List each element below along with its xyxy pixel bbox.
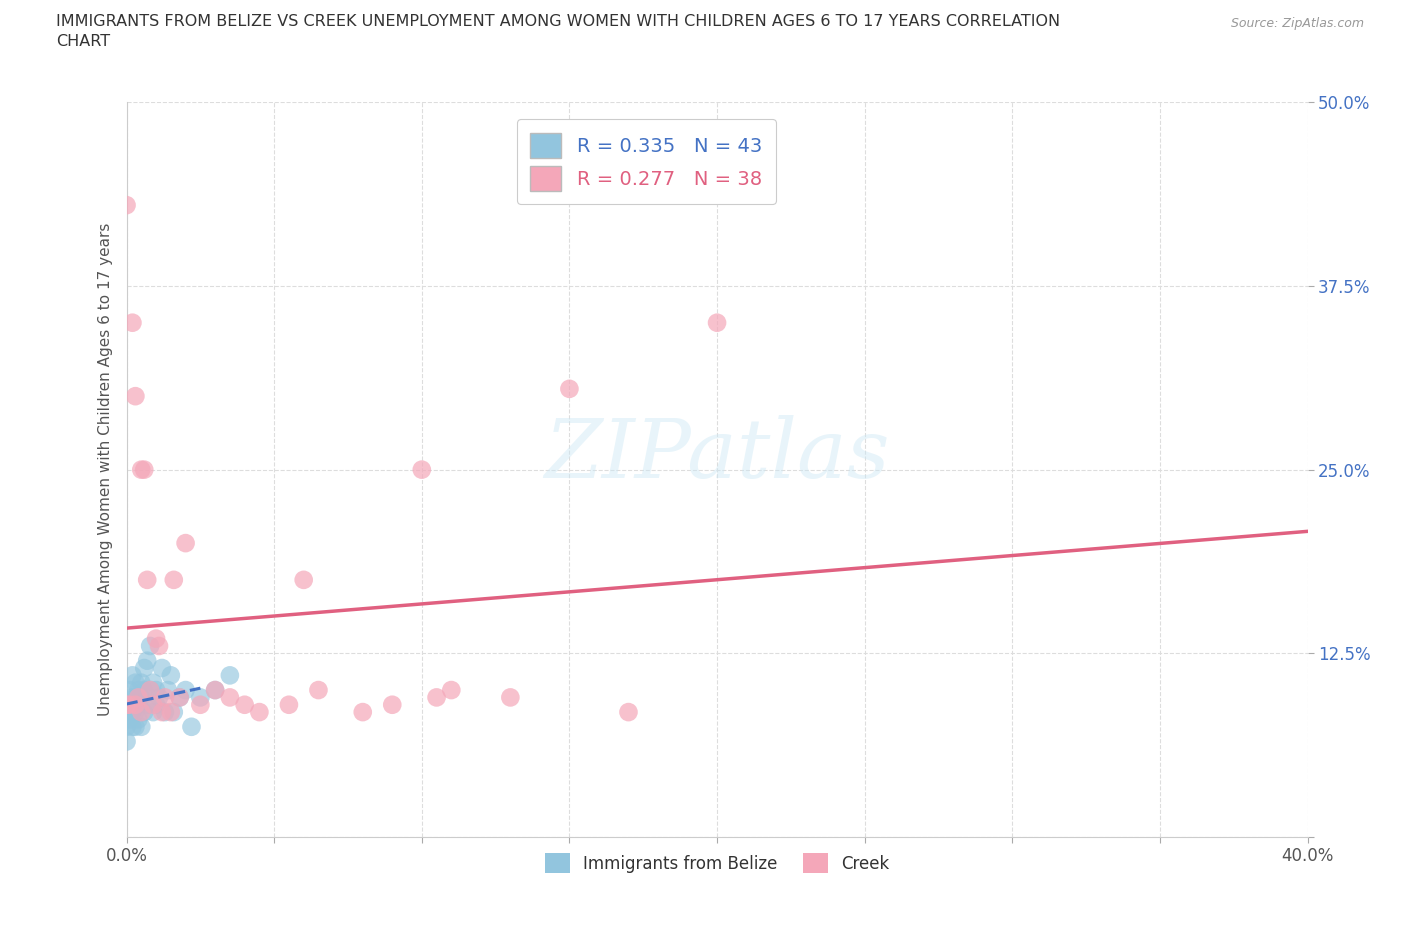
Point bbox=[204, 683, 226, 698]
Point bbox=[124, 720, 146, 735]
Point bbox=[136, 573, 159, 588]
Point bbox=[121, 705, 143, 720]
Point bbox=[124, 389, 146, 404]
Text: CHART: CHART bbox=[56, 34, 110, 49]
Point bbox=[352, 705, 374, 720]
Point bbox=[204, 683, 226, 698]
Point bbox=[127, 698, 149, 712]
Point bbox=[124, 705, 146, 720]
Point bbox=[163, 705, 186, 720]
Point bbox=[121, 690, 143, 705]
Point bbox=[381, 698, 404, 712]
Point bbox=[139, 639, 162, 654]
Point bbox=[127, 712, 149, 727]
Point bbox=[188, 690, 212, 705]
Point bbox=[129, 462, 153, 477]
Point bbox=[139, 683, 162, 698]
Point bbox=[233, 698, 256, 712]
Point bbox=[440, 683, 463, 698]
Point bbox=[118, 698, 141, 712]
Point bbox=[121, 720, 143, 735]
Point bbox=[134, 660, 156, 675]
Point bbox=[124, 675, 146, 690]
Point bbox=[174, 683, 197, 698]
Point bbox=[150, 660, 173, 675]
Point bbox=[160, 668, 183, 683]
Point bbox=[115, 734, 138, 749]
Point bbox=[145, 698, 167, 712]
Point bbox=[134, 683, 156, 698]
Point bbox=[308, 683, 330, 698]
Point bbox=[129, 690, 153, 705]
Point bbox=[169, 690, 191, 705]
Point bbox=[134, 462, 156, 477]
Point bbox=[180, 720, 202, 735]
Point bbox=[188, 698, 212, 712]
Point bbox=[219, 668, 242, 683]
Point bbox=[148, 690, 170, 705]
Point bbox=[124, 690, 146, 705]
Point bbox=[139, 683, 162, 698]
Point bbox=[142, 675, 165, 690]
Text: IMMIGRANTS FROM BELIZE VS CREEK UNEMPLOYMENT AMONG WOMEN WITH CHILDREN AGES 6 TO: IMMIGRANTS FROM BELIZE VS CREEK UNEMPLOY… bbox=[56, 14, 1060, 29]
Point bbox=[115, 720, 138, 735]
Point bbox=[219, 690, 242, 705]
Point bbox=[148, 639, 170, 654]
Point bbox=[425, 690, 447, 705]
Point bbox=[160, 705, 183, 720]
Point bbox=[127, 683, 149, 698]
Point bbox=[118, 683, 141, 698]
Point bbox=[142, 705, 165, 720]
Point bbox=[153, 690, 176, 705]
Point bbox=[129, 720, 153, 735]
Point bbox=[499, 690, 522, 705]
Point bbox=[121, 315, 143, 330]
Point bbox=[150, 705, 173, 720]
Point bbox=[118, 698, 141, 712]
Point bbox=[124, 698, 146, 712]
Point bbox=[127, 690, 149, 705]
Point bbox=[411, 462, 433, 477]
Text: ZIPatlas: ZIPatlas bbox=[544, 415, 890, 495]
Point bbox=[129, 675, 153, 690]
Point bbox=[163, 573, 186, 588]
Point bbox=[706, 315, 728, 330]
Point bbox=[118, 712, 141, 727]
Point bbox=[121, 668, 143, 683]
Text: Source: ZipAtlas.com: Source: ZipAtlas.com bbox=[1230, 17, 1364, 30]
Point bbox=[115, 198, 138, 213]
Point bbox=[558, 381, 581, 396]
Point bbox=[129, 705, 153, 720]
Point bbox=[249, 705, 271, 720]
Point bbox=[153, 705, 176, 720]
Point bbox=[145, 631, 167, 646]
Legend: Immigrants from Belize, Creek: Immigrants from Belize, Creek bbox=[538, 846, 896, 880]
Point bbox=[136, 698, 159, 712]
Point bbox=[136, 653, 159, 668]
Point bbox=[134, 705, 156, 720]
Y-axis label: Unemployment Among Women with Children Ages 6 to 17 years: Unemployment Among Women with Children A… bbox=[97, 223, 112, 716]
Point bbox=[142, 698, 165, 712]
Point bbox=[115, 705, 138, 720]
Point bbox=[169, 690, 191, 705]
Point bbox=[617, 705, 640, 720]
Point bbox=[115, 698, 138, 712]
Point bbox=[174, 536, 197, 551]
Point bbox=[156, 683, 179, 698]
Point bbox=[278, 698, 301, 712]
Point bbox=[145, 683, 167, 698]
Point bbox=[292, 573, 315, 588]
